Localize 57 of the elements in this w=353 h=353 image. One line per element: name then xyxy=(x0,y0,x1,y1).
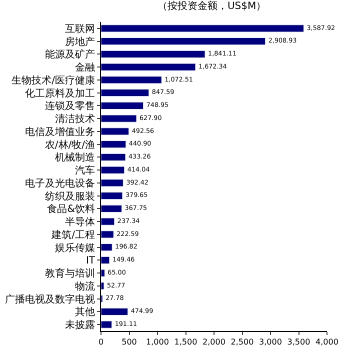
bar xyxy=(101,192,123,200)
y-tick-label: 教育与培训 xyxy=(45,268,95,280)
y-tick-label: 食品&饮料 xyxy=(47,203,95,216)
bar xyxy=(101,50,206,58)
y-tick-label: 电信及增值业务 xyxy=(25,126,95,138)
y-tick-label: 互联网 xyxy=(65,22,95,35)
bar xyxy=(101,24,304,32)
bar xyxy=(101,114,137,122)
x-tick-label: 1,500 xyxy=(174,338,198,347)
x-tick-label: 500 xyxy=(122,338,137,347)
x-tick-label: 3,500 xyxy=(287,338,310,347)
bar xyxy=(101,320,112,328)
y-tick-label: 未披露 xyxy=(65,319,95,332)
y-tick-label: 生物技术/医疗健康 xyxy=(12,74,95,86)
y-tick-label: 机械制造 xyxy=(55,152,95,164)
x-tick-label: 3,000 xyxy=(259,338,282,347)
y-tick-label: 房地产 xyxy=(65,36,95,48)
bar xyxy=(101,282,104,290)
bar xyxy=(101,256,110,264)
bar xyxy=(101,89,150,97)
bar xyxy=(101,38,266,46)
y-tick-label: 能源及矿产 xyxy=(45,48,95,61)
x-tick-label: 4,000 xyxy=(316,338,338,347)
y-tick-label: 农/林/牧/渔 xyxy=(44,138,95,151)
y-tick-label: 其他 xyxy=(75,306,95,318)
y-tick-label: 电子及光电设备 xyxy=(25,177,95,190)
y-tick-label: 广播电视及数字电视 xyxy=(5,293,95,306)
y-tick-label: 连锁及零售 xyxy=(45,100,95,112)
y-tick-label: 娱乐传媒 xyxy=(55,242,95,254)
bar xyxy=(101,244,112,252)
y-tick-label: 半导体 xyxy=(65,216,95,228)
bar xyxy=(101,76,162,84)
y-tick-label: 金融 xyxy=(75,62,95,74)
bar xyxy=(101,63,196,71)
y-tick-label: 物流 xyxy=(75,280,95,292)
y-tick-label: 汽车 xyxy=(75,164,95,177)
x-tick-label: 2,500 xyxy=(230,338,254,347)
y-tick-label: 建筑/工程 xyxy=(50,228,95,241)
bar xyxy=(101,269,105,277)
x-tick-label: 2,000 xyxy=(202,338,226,347)
y-tick-label: 化工原料及加工 xyxy=(25,87,95,100)
bar xyxy=(101,128,130,136)
y-tick-label: 清洁技术 xyxy=(55,113,95,126)
bar xyxy=(101,140,126,148)
x-tick-label: 0 xyxy=(98,338,104,347)
y-tick-label: IT xyxy=(86,256,96,267)
bar xyxy=(101,218,115,226)
y-tick-label: 纺织及服装 xyxy=(45,190,95,202)
bar xyxy=(101,102,144,110)
bar xyxy=(101,166,125,174)
bar xyxy=(101,308,128,316)
bar xyxy=(101,204,122,212)
bar xyxy=(101,153,126,161)
bar xyxy=(101,179,124,187)
x-tick-label: 1,000 xyxy=(146,338,169,347)
bar xyxy=(101,230,114,238)
chart-title: （按投资金额，US$M） xyxy=(157,0,266,12)
